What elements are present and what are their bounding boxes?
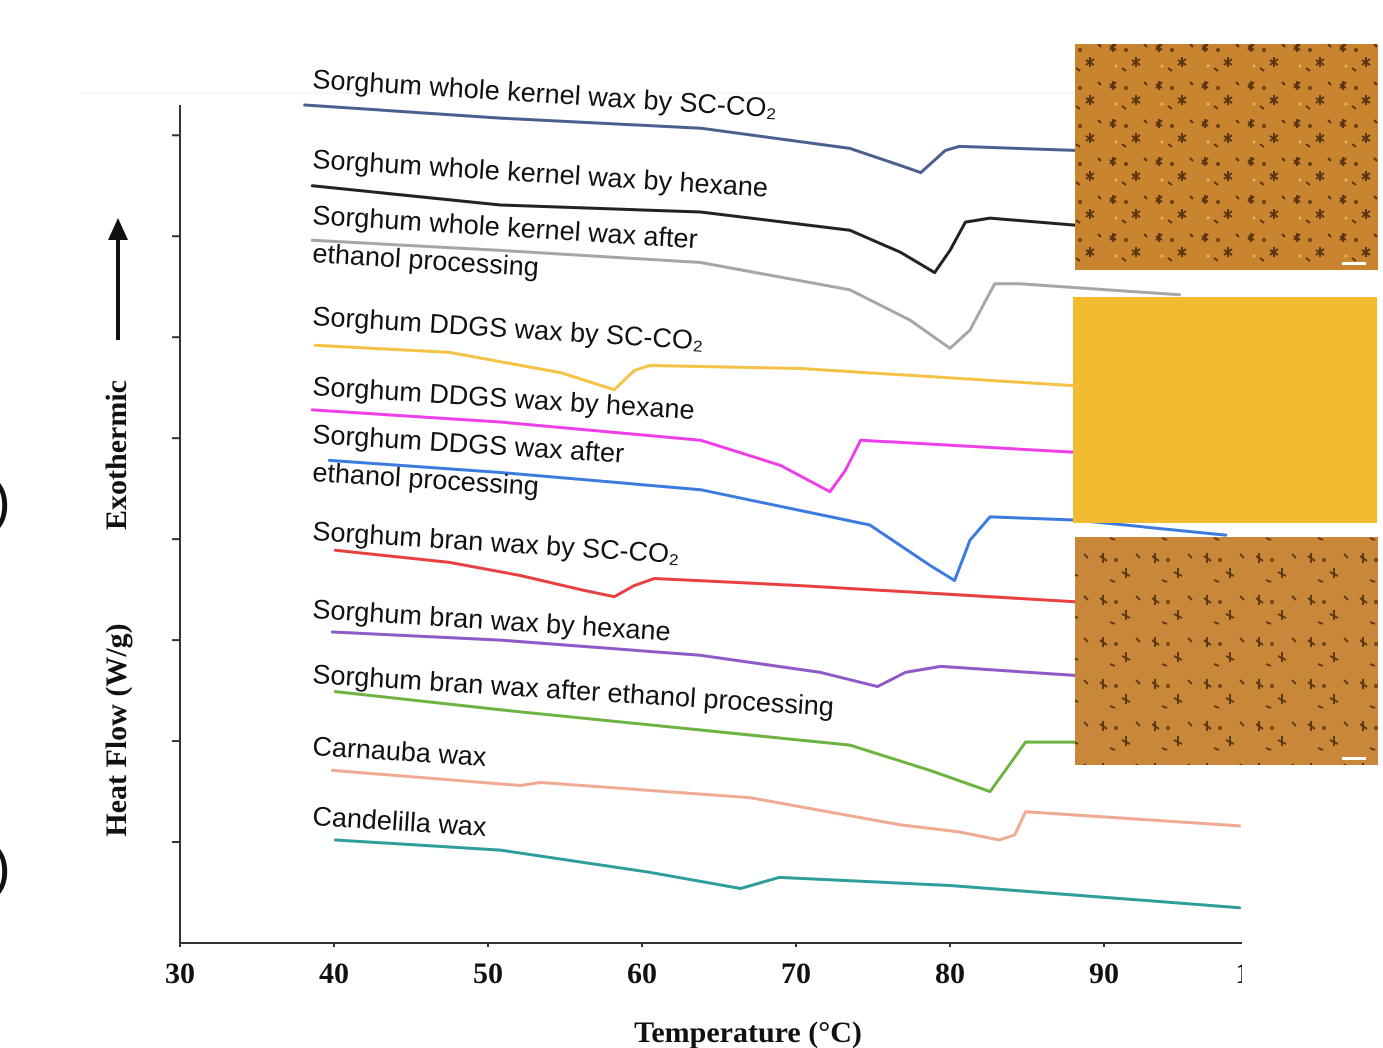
x-tick-label: 40 [319, 957, 349, 990]
y-direction-label: Exothermic [100, 380, 133, 530]
micrographs [1073, 44, 1378, 765]
x-tick-label: 50 [473, 957, 503, 990]
scale-bar [1342, 757, 1366, 760]
micrograph [1073, 297, 1377, 523]
arrow-head [108, 218, 128, 240]
x-axis-label: Temperature (°C) [634, 1016, 862, 1048]
series-label: Carnauba wax [312, 731, 488, 772]
edge-label: ) [0, 835, 11, 898]
series-line [336, 840, 1240, 908]
y-axis-label: Heat Flow (W/g) [100, 623, 133, 836]
series-label: ethanol processing [312, 238, 540, 282]
series-label: Sorghum whole kernel wax by SC-CO₂ [312, 64, 778, 123]
series-label: ethanol processing [312, 457, 540, 501]
x-tick-label: 100 [1236, 957, 1281, 990]
x-tick-label: 80 [935, 957, 965, 990]
scale-bar [1342, 262, 1366, 265]
x-tick-label: 90 [1089, 957, 1119, 990]
edge-label: ) [0, 469, 11, 532]
chart: 30 40 50 60 70 80 90 100 Sorghum whole kernel wa… [0, 0, 1383, 1048]
x-tick-label: 70 [781, 957, 811, 990]
series-label: Sorghum DDGS wax by hexane [312, 371, 696, 425]
x-tick-label: 30 [165, 957, 195, 990]
micrograph [1075, 44, 1378, 270]
micrograph [1075, 537, 1378, 765]
series-label: Candelilla wax [312, 801, 488, 842]
series-label: Sorghum bran wax by SC-CO₂ [312, 516, 681, 569]
series-label: Sorghum bran wax after ethanol processin… [312, 659, 835, 722]
x-tick-label: 60 [627, 957, 657, 990]
